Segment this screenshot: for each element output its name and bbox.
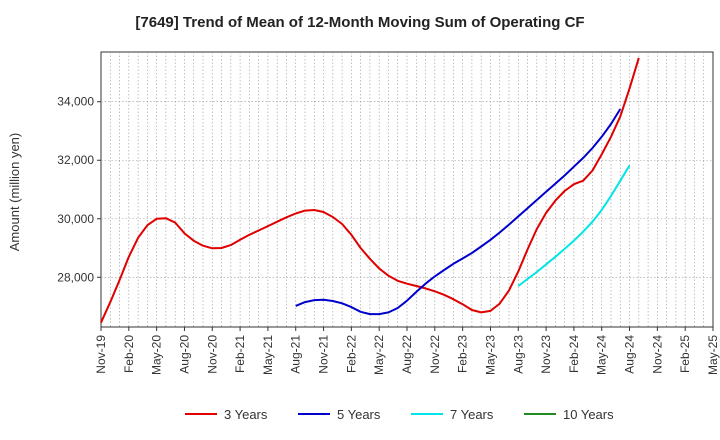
x-tick-label: Aug-21 bbox=[289, 335, 303, 374]
series-line-3-years bbox=[100, 57, 640, 324]
legend-label-7-years: 7 Years bbox=[450, 407, 494, 422]
x-tick-label: Aug-22 bbox=[400, 335, 414, 374]
x-tick-label: Nov-20 bbox=[205, 335, 219, 374]
x-tick-label: May-24 bbox=[595, 335, 609, 375]
y-tick-label: 28,000 bbox=[57, 270, 94, 284]
x-tick-label: Nov-21 bbox=[317, 335, 331, 374]
x-tick-label: Feb-25 bbox=[678, 335, 692, 373]
y-axis-label: Amount (million yen) bbox=[7, 133, 22, 252]
x-tick-label: Nov-22 bbox=[428, 335, 442, 374]
legend-label-3-years: 3 Years bbox=[224, 407, 268, 422]
x-tick-label: Aug-20 bbox=[177, 335, 191, 374]
legend: 3 Years 5 Years 7 Years 10 Years bbox=[185, 407, 614, 422]
x-tick-label: May-25 bbox=[706, 335, 720, 375]
x-tick-label: Aug-23 bbox=[511, 335, 525, 374]
x-tick-label: Aug-24 bbox=[623, 335, 637, 374]
legend-label-5-years: 5 Years bbox=[337, 407, 381, 422]
x-tick-label: Feb-20 bbox=[122, 335, 136, 373]
series-line-7-years bbox=[517, 164, 631, 287]
series-lines bbox=[100, 57, 640, 324]
x-tick-label: Nov-23 bbox=[539, 335, 553, 374]
x-tick-label: Feb-21 bbox=[233, 335, 247, 373]
x-tick-label: Feb-24 bbox=[567, 335, 581, 373]
x-tick-label: May-22 bbox=[372, 335, 386, 375]
legend-label-10-years: 10 Years bbox=[563, 407, 614, 422]
series-line-5-years bbox=[295, 108, 622, 316]
x-tick-label: Nov-19 bbox=[94, 335, 108, 374]
x-tick-label: Feb-22 bbox=[344, 335, 358, 373]
x-tick-label: May-21 bbox=[261, 335, 275, 375]
y-tick-label: 30,000 bbox=[57, 212, 94, 226]
y-axis: 28,000 30,000 32,000 34,000 bbox=[57, 95, 101, 284]
y-tick-label: 34,000 bbox=[57, 95, 94, 109]
x-tick-label: Nov-24 bbox=[650, 335, 664, 374]
chart-title: [7649] Trend of Mean of 12-Month Moving … bbox=[135, 14, 585, 31]
x-tick-label: Feb-23 bbox=[456, 335, 470, 373]
y-tick-label: 32,000 bbox=[57, 153, 94, 167]
x-tick-label: May-20 bbox=[150, 335, 164, 375]
x-tick-label: May-23 bbox=[483, 335, 497, 375]
x-axis: Nov-19 Feb-20 May-20 Aug-20 Nov-20 Feb-21 May-… bbox=[94, 327, 720, 375]
grid-lines bbox=[101, 52, 713, 327]
